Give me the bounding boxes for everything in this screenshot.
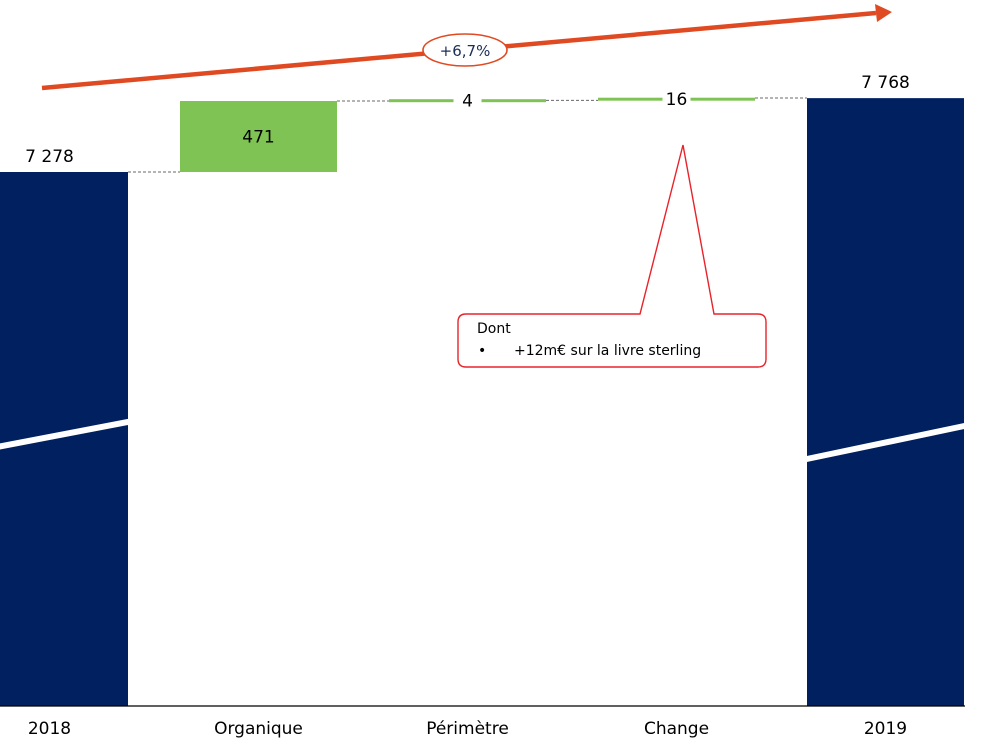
callout-title: Dont [477, 321, 511, 337]
value-label-2018: 7 278 [25, 147, 74, 167]
value-label-perimetre: 4 [462, 92, 473, 112]
growth-arrowhead [875, 4, 892, 22]
x-tick-label-2019: 2019 [864, 719, 907, 739]
bar-2018 [0, 172, 128, 706]
x-tick-label-organique: Organique [214, 719, 303, 739]
x-tick-labels: 2018 Organique Périmètre Change 2019 [28, 719, 907, 739]
x-tick-label-change: Change [644, 719, 709, 739]
value-label-organique: 471 [242, 128, 274, 148]
callout-item: +12m€ sur la livre sterling [514, 343, 701, 359]
x-tick-label-perimetre: Périmètre [426, 719, 509, 739]
bars [0, 98, 964, 706]
growth-arrow: +6,7% [42, 4, 892, 88]
callout-bullet: • [478, 343, 486, 359]
x-tick-label-2018: 2018 [28, 719, 71, 739]
value-label-change: 16 [666, 90, 688, 110]
value-labels: 7 278 471 4 16 7 768 [25, 73, 910, 167]
bar-2019 [807, 98, 964, 706]
callout: Dont • +12m€ sur la livre sterling [458, 145, 766, 367]
growth-label: +6,7% [440, 42, 491, 60]
value-label-2019: 7 768 [861, 73, 910, 93]
